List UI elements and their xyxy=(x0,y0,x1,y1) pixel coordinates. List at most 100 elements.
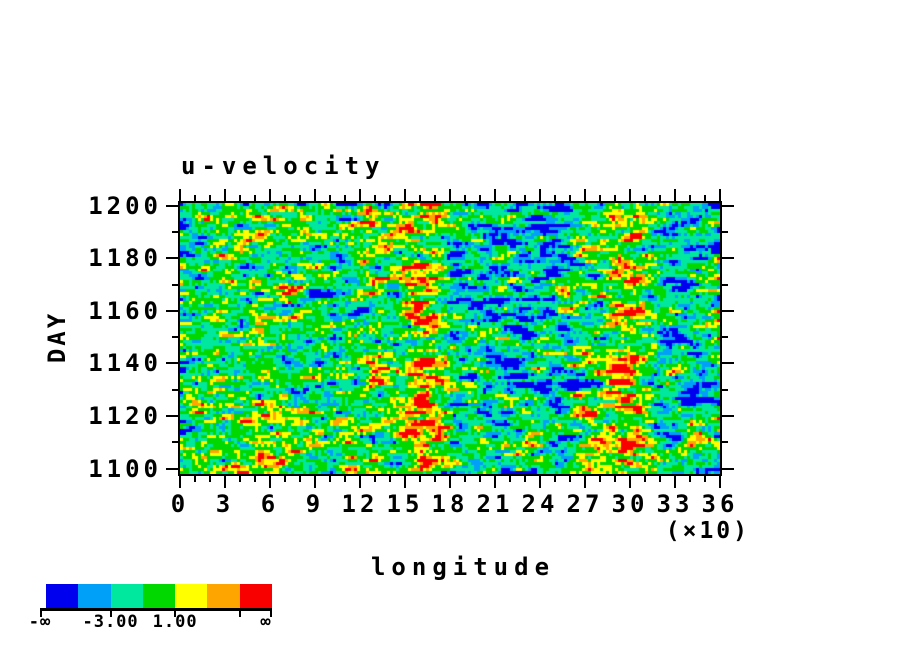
x-tick-label: 36 xyxy=(701,490,739,518)
x-minor-tick-bottom xyxy=(569,476,571,482)
colorbar-axis-line xyxy=(40,608,272,611)
x-minor-tick-top xyxy=(254,195,256,201)
y-major-tick-right xyxy=(722,415,734,418)
x-minor-tick-bottom xyxy=(479,476,481,482)
x-major-tick-bottom xyxy=(584,476,586,488)
colorbar-tick xyxy=(109,608,112,617)
colorbar: -∞ -3.00 1.00 ∞ xyxy=(29,584,272,632)
x-tick-label: 15 xyxy=(386,490,424,518)
colorbar-cell xyxy=(239,584,272,608)
x-minor-tick-bottom xyxy=(419,476,421,482)
x-minor-tick-top xyxy=(284,195,286,201)
x-minor-tick-top xyxy=(374,195,376,201)
x-major-tick-bottom xyxy=(629,476,631,488)
x-minor-tick-top xyxy=(554,195,556,201)
colorbar-end-tick xyxy=(270,608,272,617)
y-minor-tick-left xyxy=(172,283,178,286)
x-minor-tick-top xyxy=(614,195,616,201)
y-axis-label: DAY xyxy=(43,310,71,364)
x-tick-label: 6 xyxy=(260,490,280,518)
x-major-tick-top xyxy=(494,189,496,201)
x-major-tick-top xyxy=(269,189,271,201)
x-minor-tick-top xyxy=(599,195,601,201)
x-minor-tick-bottom xyxy=(299,476,301,482)
x-tick-label: 9 xyxy=(305,490,325,518)
x-major-tick-top xyxy=(584,189,586,201)
x-tick-label: 24 xyxy=(521,490,559,518)
colorbar-label: 1.00 xyxy=(152,612,198,632)
x-minor-tick-top xyxy=(209,195,211,201)
x-minor-tick-bottom xyxy=(254,476,256,482)
x-major-tick-bottom xyxy=(224,476,226,488)
y-minor-tick-left xyxy=(172,388,178,391)
x-major-tick-top xyxy=(539,189,541,201)
y-tick-label: 1200 xyxy=(88,191,162,220)
y-minor-tick-right xyxy=(722,283,728,286)
y-major-tick-left xyxy=(166,362,178,365)
y-tick-label: 1120 xyxy=(88,402,162,431)
x-minor-tick-bottom xyxy=(509,476,511,482)
colorbar-cell xyxy=(110,584,143,608)
colorbar-cell xyxy=(46,584,79,608)
colorbar-cell xyxy=(207,584,240,608)
y-major-tick-left xyxy=(166,309,178,312)
x-minor-tick-top xyxy=(644,195,646,201)
colorbar-cell xyxy=(142,584,176,608)
x-minor-tick-top xyxy=(689,195,691,201)
x-minor-tick-top xyxy=(239,195,241,201)
y-major-tick-left xyxy=(166,415,178,418)
x-major-tick-bottom xyxy=(314,476,316,488)
y-major-tick-right xyxy=(722,257,734,260)
y-major-tick-left xyxy=(166,257,178,260)
heatmap-canvas xyxy=(180,203,720,474)
x-minor-tick-top xyxy=(464,195,466,201)
plot-title: u-velocity xyxy=(181,152,386,180)
x-major-tick-top xyxy=(449,189,451,201)
x-major-tick-bottom xyxy=(359,476,361,488)
x-minor-tick-bottom xyxy=(464,476,466,482)
y-tick-label: 1140 xyxy=(88,349,162,378)
x-tick-label: 21 xyxy=(476,490,514,518)
x-tick-label: 30 xyxy=(611,490,649,518)
x-minor-tick-bottom xyxy=(434,476,436,482)
x-major-tick-top xyxy=(314,189,316,201)
y-tick-label: 1160 xyxy=(88,296,162,325)
x-minor-tick-top xyxy=(299,195,301,201)
x-minor-tick-top xyxy=(329,195,331,201)
x-minor-tick-top xyxy=(524,195,526,201)
x-tick-label: 27 xyxy=(566,490,604,518)
colorbar-tick xyxy=(174,608,177,617)
x-minor-tick-bottom xyxy=(704,476,706,482)
colorbar-label: -3.00 xyxy=(82,612,139,632)
y-minor-tick-left xyxy=(172,230,178,233)
y-minor-tick-left xyxy=(172,336,178,339)
x-minor-tick-bottom xyxy=(554,476,556,482)
y-minor-tick-right xyxy=(722,441,728,444)
x-major-tick-top xyxy=(404,189,406,201)
x-minor-tick-bottom xyxy=(344,476,346,482)
x-major-tick-bottom xyxy=(404,476,406,488)
x-axis-multiplier: (×10) xyxy=(665,518,750,544)
y-minor-tick-right xyxy=(722,230,728,233)
y-major-tick-right xyxy=(722,362,734,365)
y-tick-label: 1180 xyxy=(88,244,162,273)
plot-area xyxy=(178,201,722,476)
x-minor-tick-top xyxy=(659,195,661,201)
x-minor-tick-top xyxy=(389,195,391,201)
x-major-tick-top xyxy=(674,189,676,201)
colorbar-cell xyxy=(78,584,111,608)
colorbar-end-tick xyxy=(40,608,42,617)
y-tick-label: 1100 xyxy=(88,454,162,483)
colorbar-cell xyxy=(175,584,208,608)
x-minor-tick-top xyxy=(194,195,196,201)
x-minor-tick-bottom xyxy=(209,476,211,482)
x-major-tick-top xyxy=(359,189,361,201)
x-tick-label: 0 xyxy=(170,490,190,518)
colorbar-cells xyxy=(46,584,272,608)
x-minor-tick-bottom xyxy=(284,476,286,482)
x-minor-tick-bottom xyxy=(659,476,661,482)
x-tick-label: 12 xyxy=(341,490,379,518)
colorbar-label: ∞ xyxy=(260,612,272,632)
x-minor-tick-bottom xyxy=(599,476,601,482)
x-tick-label: 3 xyxy=(215,490,235,518)
